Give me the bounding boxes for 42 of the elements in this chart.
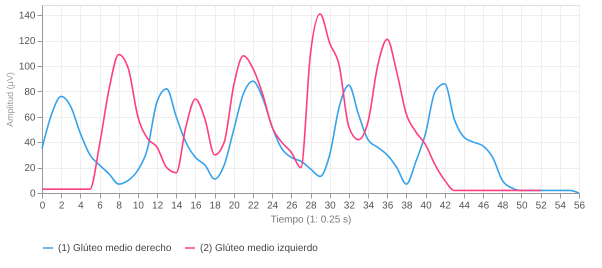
x-tick-label: 52 xyxy=(536,200,548,212)
x-tick-label: 30 xyxy=(324,200,336,212)
x-tick-label: 20 xyxy=(228,200,240,212)
x-tick-label: 38 xyxy=(401,200,413,212)
x-tick-label: 40 xyxy=(420,200,432,212)
x-tick-label: 44 xyxy=(458,200,470,212)
line-series xyxy=(41,13,542,192)
x-tick-label: 12 xyxy=(152,200,164,212)
x-tick-label: 4 xyxy=(78,200,84,212)
x-tick-label: 54 xyxy=(554,200,566,212)
x-tick-label: 18 xyxy=(210,200,222,212)
x-tick-label: 32 xyxy=(344,200,356,212)
y-tick-label: 0 xyxy=(30,188,36,200)
x-tick-label: 24 xyxy=(267,200,279,212)
y-tick-label: 120 xyxy=(18,36,36,48)
y-tick-label: 100 xyxy=(18,61,36,72)
x-tick-label: 2 xyxy=(58,200,65,212)
x-tick-label: 46 xyxy=(478,200,490,212)
legend-label: (2) Glúteo medio izquierdo xyxy=(200,243,318,254)
y-tick-label: 20 xyxy=(24,163,36,174)
x-tick-label: 26 xyxy=(286,200,298,212)
y-tick-label: 40 xyxy=(24,138,36,149)
x-axis-title: Tiempo (1: 0.25 s) xyxy=(270,214,352,226)
x-tick-label: 36 xyxy=(382,200,394,212)
legend-label: (1) Glúteo medio derecho xyxy=(58,243,172,254)
x-tick-label: 10 xyxy=(132,200,144,212)
x-tick-label: 34 xyxy=(362,200,375,212)
x-tick-label: 16 xyxy=(190,200,202,212)
y-tick-label: 140 xyxy=(18,10,36,22)
x-tick-label: 14 xyxy=(171,200,183,212)
x-tick-label: 0 xyxy=(40,200,46,212)
x-tick-label: 56 xyxy=(574,200,586,212)
x-tick-label: 8 xyxy=(116,200,122,212)
x-tick-label: 42 xyxy=(440,200,452,212)
y-axis-title: Amplitud (µV) xyxy=(4,72,15,127)
y-tick-label: 60 xyxy=(24,112,36,124)
x-tick-label: 6 xyxy=(97,200,104,212)
y-tick-label: 80 xyxy=(24,86,36,98)
x-tick-label: 48 xyxy=(497,200,509,212)
x-tick-label: 50 xyxy=(516,200,528,212)
x-tick-label: 22 xyxy=(248,200,260,212)
x-tick-label: 28 xyxy=(305,200,317,212)
